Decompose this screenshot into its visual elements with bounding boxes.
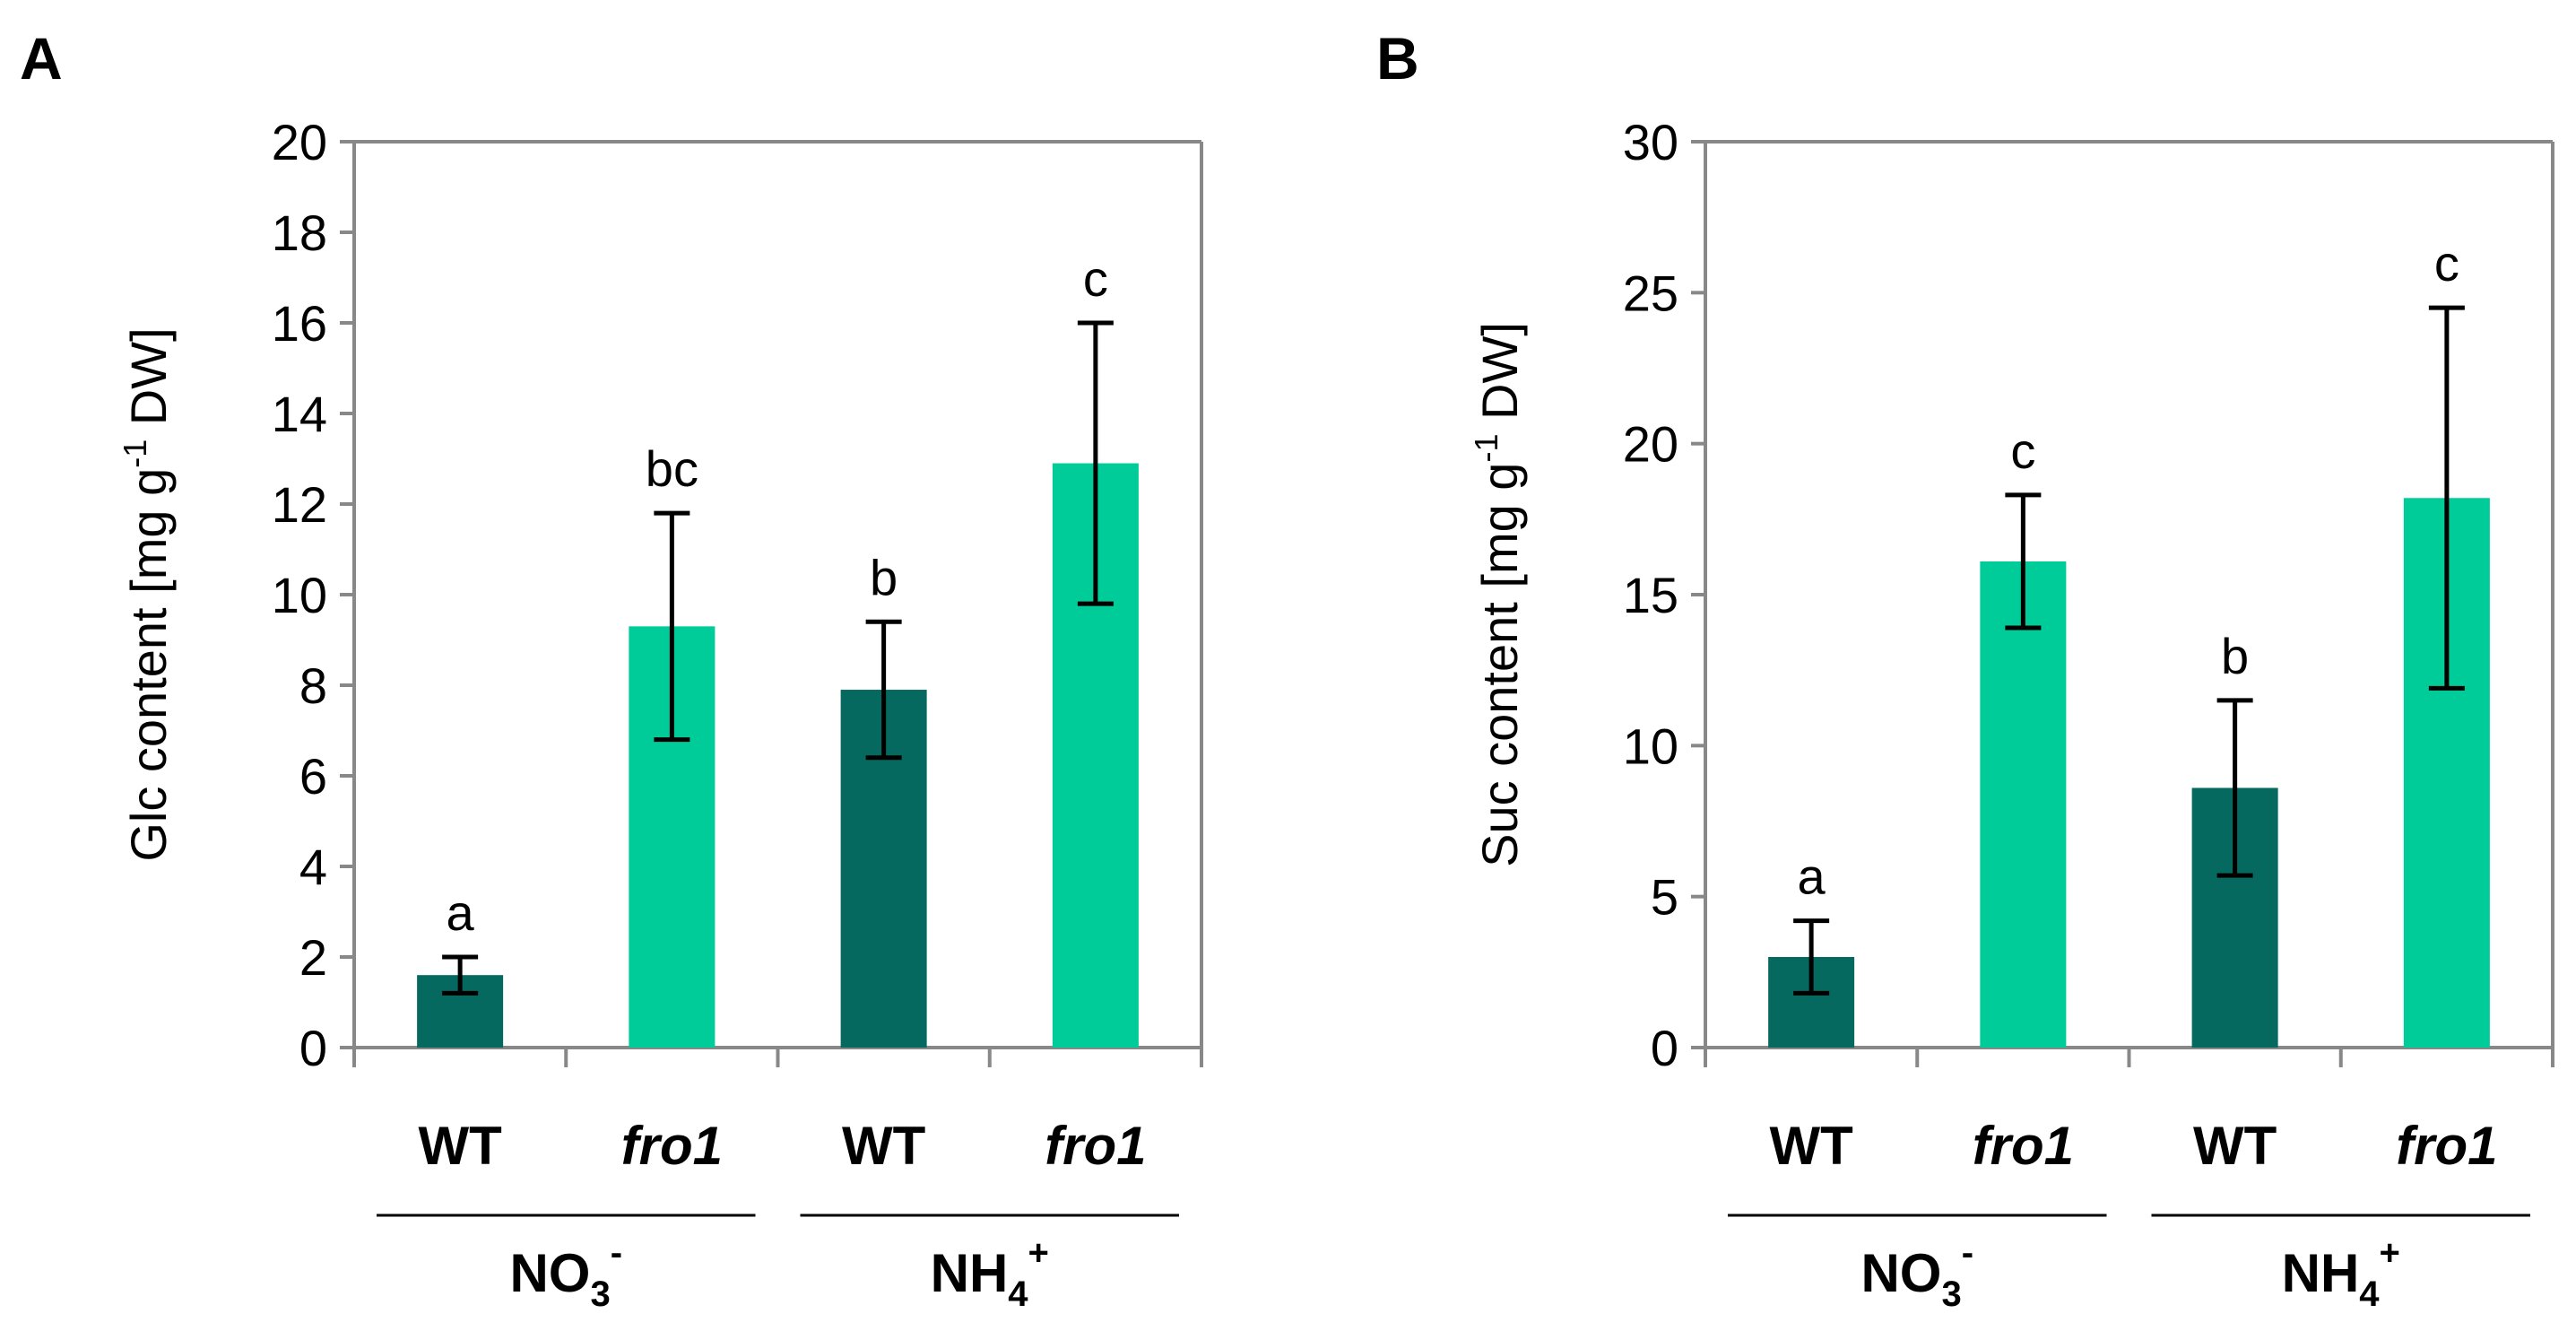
y-tick-label: 20: [272, 114, 327, 170]
category-label: WT: [418, 1116, 501, 1176]
y-axis-title-main: Glc content [mg g: [120, 468, 177, 862]
significance-letter: b: [870, 549, 898, 605]
category-label: WT: [1769, 1116, 1852, 1176]
panel-label: A: [20, 25, 63, 91]
y-tick-label: 4: [299, 839, 327, 895]
group-label-base: NO: [509, 1243, 590, 1303]
category-label: WT: [2193, 1116, 2277, 1176]
panel-label: B: [1376, 25, 1419, 91]
significance-letter: b: [2221, 628, 2249, 684]
y-tick-label: 25: [1623, 265, 1678, 321]
category-label: fro1: [1973, 1116, 2074, 1176]
y-tick-label: 15: [1623, 567, 1678, 623]
group-label-base: NH: [2282, 1243, 2360, 1303]
category-label: fro1: [2396, 1116, 2497, 1176]
y-tick-label: 8: [299, 657, 327, 714]
significance-letter: a: [447, 884, 475, 941]
group-label-superscript: -: [611, 1233, 622, 1273]
category-label: fro1: [1045, 1116, 1146, 1176]
y-tick-label: 0: [1651, 1020, 1678, 1076]
group-label-superscript: +: [2380, 1233, 2400, 1273]
panel-a: A 0 2 4 6 8 10 12 14 16 18 20 Glc content [mg g-1 DW…: [20, 25, 1203, 1314]
y-tick-label: 10: [272, 567, 327, 623]
y-tick-label: 6: [299, 748, 327, 805]
y-axis-title-superscript: -1: [117, 439, 153, 468]
bar-fro1: [1980, 561, 2067, 1048]
significance-letter: c: [2010, 422, 2035, 479]
y-axis-title-main: Suc content [mg g: [1471, 463, 1528, 867]
group-label-subscript: 4: [2359, 1274, 2380, 1314]
category-label: fro1: [621, 1116, 723, 1176]
y-axis-title: Suc content [mg g-1 DW]: [1468, 322, 1528, 867]
group-label-subscript: 4: [1008, 1274, 1028, 1314]
group-label: NO3-: [1860, 1233, 1973, 1314]
group-label: NH4+: [2282, 1233, 2400, 1314]
group-label: NO3-: [509, 1233, 622, 1314]
group-label: NH4+: [931, 1233, 1049, 1314]
y-tick-label: 5: [1651, 869, 1678, 926]
y-axis-title: Glc content [mg g-1 DW]: [117, 327, 177, 861]
y-tick-label: 10: [1623, 718, 1678, 774]
y-tick-label: 30: [1623, 114, 1678, 170]
y-tick-label: 16: [272, 295, 327, 352]
y-tick-label: 20: [1623, 416, 1678, 473]
significance-letter: c: [1083, 250, 1108, 307]
group-label-base: NH: [931, 1243, 1009, 1303]
y-tick-label: 14: [272, 386, 327, 442]
group-label-superscript: -: [1962, 1233, 1973, 1273]
significance-letter: c: [2434, 235, 2459, 291]
significance-letter: bc: [646, 440, 698, 497]
y-axis-title-tail: DW]: [1471, 322, 1528, 433]
group-label-subscript: 3: [1941, 1274, 1961, 1314]
y-tick-label: 18: [272, 204, 327, 261]
y-tick-label: 12: [272, 476, 327, 533]
y-axis-title-tail: DW]: [120, 327, 177, 439]
panel-b: B 0 5 10 15 20 25 30 Suc content [mg g-1 DW] a WT c…: [1376, 25, 2554, 1314]
group-label-superscript: +: [1028, 1233, 1049, 1273]
group-label-base: NO: [1860, 1243, 1941, 1303]
significance-letter: a: [1798, 848, 1826, 905]
y-tick-label: 2: [299, 929, 327, 986]
group-label-subscript: 3: [590, 1274, 610, 1314]
category-label: WT: [842, 1116, 925, 1176]
y-axis-title-superscript: -1: [1468, 434, 1505, 463]
y-tick-label: 0: [299, 1020, 327, 1076]
